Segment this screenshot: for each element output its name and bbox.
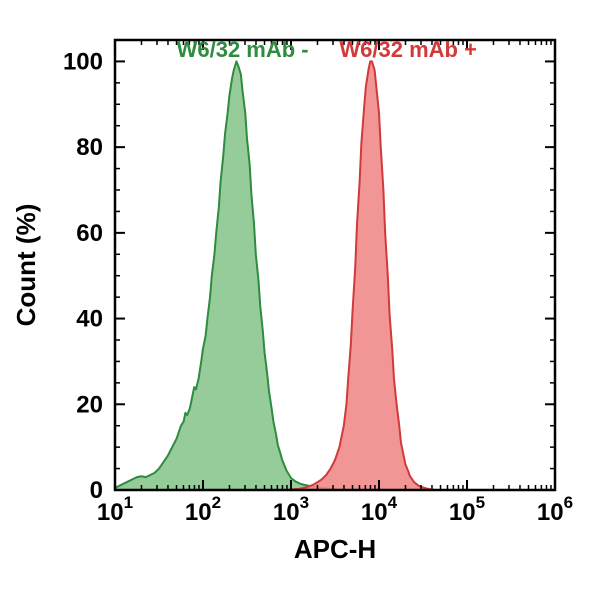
x-tick-label: 102 <box>185 493 221 526</box>
histogram-series <box>287 61 437 490</box>
y-tick-label: 20 <box>76 391 103 418</box>
x-tick-label: 105 <box>449 493 485 526</box>
y-tick-label: 100 <box>63 48 103 75</box>
series-legend-label: W6/32 mAb + <box>339 37 477 62</box>
series-legend-label: W6/32 mAb - <box>177 37 309 62</box>
y-tick-label: 40 <box>76 306 103 333</box>
y-axis-label: Count (%) <box>11 204 41 327</box>
x-axis-label: APC-H <box>294 534 376 564</box>
x-tick-label: 106 <box>537 493 573 526</box>
histogram-chart: 101102103104105106APC-H020406080100Count… <box>0 0 589 600</box>
histogram-series <box>115 61 344 490</box>
x-tick-label: 103 <box>273 493 309 526</box>
y-tick-label: 0 <box>90 477 103 504</box>
plot-border <box>115 40 555 490</box>
x-tick-label: 104 <box>361 493 398 526</box>
y-tick-label: 80 <box>76 134 103 161</box>
y-tick-label: 60 <box>76 220 103 247</box>
